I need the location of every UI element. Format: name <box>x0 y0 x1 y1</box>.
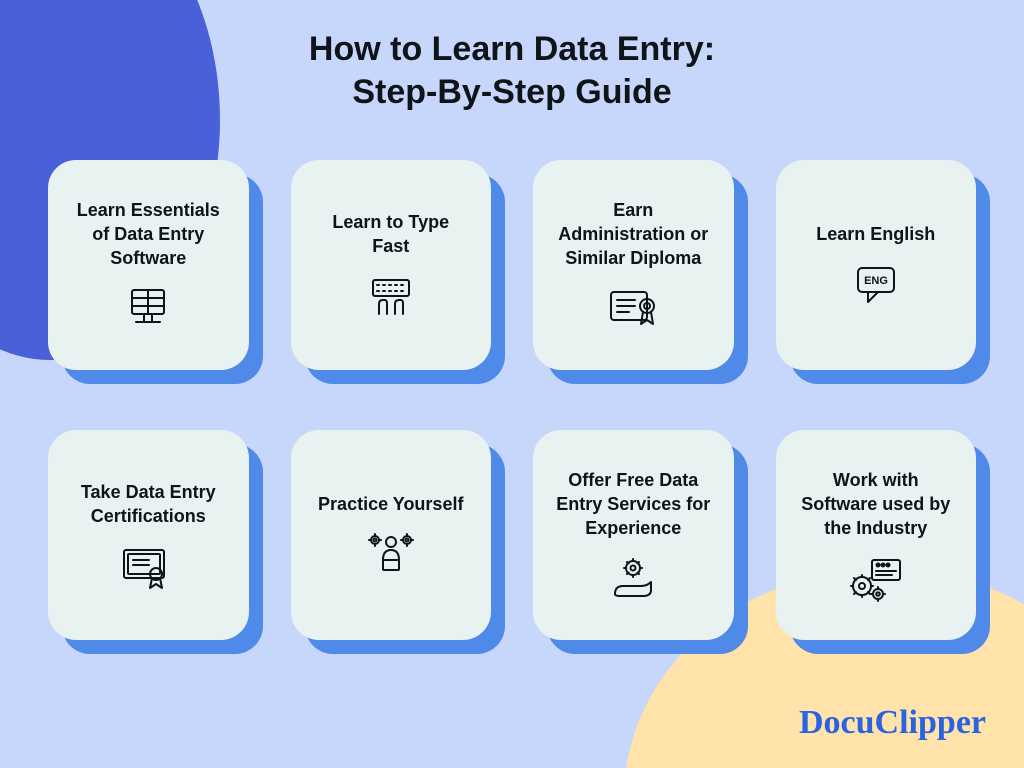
card-label: Work with Software used by the Industry <box>801 468 950 541</box>
keyboard-hands-icon <box>359 272 423 320</box>
diploma-icon <box>601 284 665 332</box>
step-card: Offer Free Data Entry Services for Exper… <box>533 430 734 640</box>
step-card: Learn English ENG <box>776 160 977 370</box>
brand-logo: DocuClipper <box>799 704 986 742</box>
step-card: Take Data Entry Certifications <box>48 430 249 640</box>
step-card: Earn Administration or Similar Diploma <box>533 160 734 370</box>
svg-text:ENG: ENG <box>864 275 888 287</box>
card-label: Take Data Entry Certifications <box>81 480 216 529</box>
steps-grid: Learn Essentials of Data Entry Software … <box>48 160 976 640</box>
step-card: Practice Yourself <box>291 430 492 640</box>
card-body: Work with Software used by the Industry <box>776 430 977 640</box>
card-label: Learn English <box>816 222 935 246</box>
card-label: Learn Essentials of Data Entry Software <box>77 198 220 271</box>
spreadsheet-monitor-icon <box>116 284 180 332</box>
certificate-icon <box>116 542 180 590</box>
hand-gear-icon <box>601 554 665 602</box>
card-body: Learn to Type Fast <box>291 160 492 370</box>
page-title: How to Learn Data Entry: Step-By-Step Gu… <box>0 28 1024 113</box>
eng-bubble-icon: ENG <box>844 260 908 308</box>
card-body: Learn Essentials of Data Entry Software <box>48 160 249 370</box>
card-label: Practice Yourself <box>318 492 463 516</box>
step-card: Learn to Type Fast <box>291 160 492 370</box>
card-label: Learn to Type Fast <box>332 210 449 259</box>
card-body: Take Data Entry Certifications <box>48 430 249 640</box>
card-label: Earn Administration or Similar Diploma <box>558 198 708 271</box>
card-body: Offer Free Data Entry Services for Exper… <box>533 430 734 640</box>
card-body: Learn English ENG <box>776 160 977 370</box>
practice-person-icon <box>359 530 423 578</box>
card-body: Earn Administration or Similar Diploma <box>533 160 734 370</box>
step-card: Work with Software used by the Industry <box>776 430 977 640</box>
infographic-canvas: How to Learn Data Entry: Step-By-Step Gu… <box>0 0 1024 768</box>
step-card: Learn Essentials of Data Entry Software <box>48 160 249 370</box>
card-label: Offer Free Data Entry Services for Exper… <box>556 468 710 541</box>
software-gears-icon <box>844 554 908 602</box>
card-body: Practice Yourself <box>291 430 492 640</box>
